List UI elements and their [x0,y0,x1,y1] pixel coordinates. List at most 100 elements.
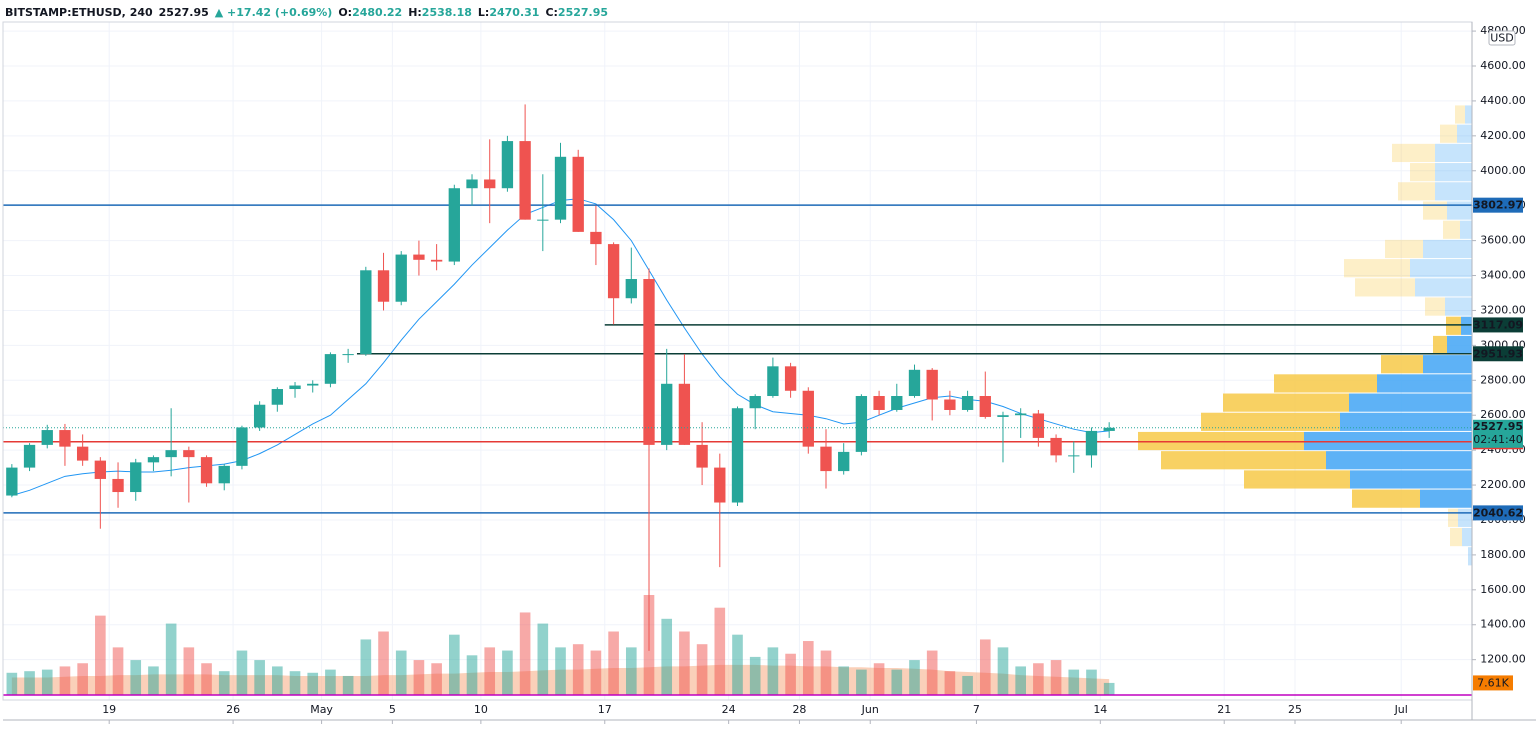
volume-bar [360,639,372,695]
profile-up [1410,163,1435,182]
candle-body [997,415,1009,417]
volume-bar [431,663,442,695]
candle-body [908,369,921,397]
profile-down [1410,259,1472,278]
x-tick-label: 24 [722,703,736,716]
candle-body [430,259,443,262]
volume-bar [962,675,973,695]
candle-body [590,231,602,245]
volume-bar [502,650,513,695]
profile-down [1340,412,1472,431]
volume-bar [413,660,425,695]
volume-bar [449,634,460,695]
volume-bar [484,647,496,695]
profile-down [1423,239,1472,259]
volume-bar [555,647,566,695]
candle-body [625,279,637,299]
volume-bar [95,615,106,695]
profile-up [1161,451,1326,470]
candle-body [1085,430,1098,456]
candle-body [183,450,195,458]
y-tick-label: 1600.00 [1480,583,1526,596]
candle-body [749,396,761,409]
volume-bar [148,666,159,695]
volume-bar [272,666,283,695]
candle-body [678,383,691,445]
volume-bar [696,644,708,695]
candle-body [147,457,160,463]
level-tag [1473,346,1523,362]
candle-body [643,279,655,445]
profile-down [1447,335,1472,355]
x-tick-label: May [310,703,333,716]
countdown: 02:41:40 [1473,433,1522,446]
level-tag [1473,197,1523,213]
candle-body [944,399,956,410]
volume-bar [1050,660,1062,695]
volume-bar [466,655,478,695]
profile-down [1326,451,1472,470]
volume-bar [218,671,230,695]
volume-bar [1086,669,1097,695]
y-tick-label: 2600.00 [1480,408,1526,421]
volume-bar [732,634,743,695]
volume-bar [679,631,690,695]
level-tag [1473,505,1523,521]
candle-body [23,444,36,468]
ohlc-value: 2527.95 [558,6,608,19]
volume-bar [289,671,301,695]
candle-body [1050,437,1062,456]
profile-up [1392,143,1435,163]
x-tick-label: 26 [226,703,240,716]
level-label: 2040.62 [1473,506,1523,519]
candle-body [519,141,531,220]
candle-body [1068,455,1080,457]
candle-body [501,141,514,189]
candle-body [360,270,372,355]
volume-bar [59,666,71,695]
profile-up [1201,412,1340,431]
candle-body [253,404,266,428]
x-tick-label: 28 [792,703,806,716]
volume-bar [41,669,53,695]
volume-bar [183,647,195,695]
volume-label: 7.61K [1477,676,1509,689]
x-tick-label: 7 [973,703,980,716]
ohlc-label: O: [338,6,352,19]
candle-body [838,451,850,472]
volume-bar [802,641,814,695]
volume-bar [254,660,265,695]
volume-bar [1068,669,1080,695]
profile-down [1415,278,1472,297]
candle-body [342,354,354,356]
x-tick-label: 17 [598,703,612,716]
profile-down [1458,508,1472,527]
volume-bar [838,666,850,695]
ohlc-label: C: [545,6,557,19]
volume-bar [856,669,867,695]
volume-bar [909,660,920,695]
volume-bar [997,647,1009,695]
profile-down [1435,163,1472,182]
profile-down [1349,393,1472,412]
candle-body [112,478,124,493]
volume-bar [1033,663,1044,695]
level-label: 2951.93 [1473,347,1523,360]
candle-body [961,396,974,410]
y-tick-label: 4000.00 [1480,164,1526,177]
candle-body [1015,413,1027,416]
profile-down [1465,105,1472,124]
y-tick-label: 2200.00 [1480,478,1526,491]
y-tick-label: 1400.00 [1480,618,1526,631]
volume-bar [767,647,779,695]
profile-up [1223,393,1349,412]
profile-up [1355,278,1415,297]
candle-body [820,446,832,472]
profile-up [1398,182,1435,201]
profile-up [1448,508,1458,527]
level-tag [1473,317,1523,333]
symbol: BITSTAMP:ETHUSD, 240 [5,6,153,19]
y-tick-label: 4400.00 [1480,94,1526,107]
currency: USD [1490,32,1514,45]
volume-bar [590,650,602,695]
